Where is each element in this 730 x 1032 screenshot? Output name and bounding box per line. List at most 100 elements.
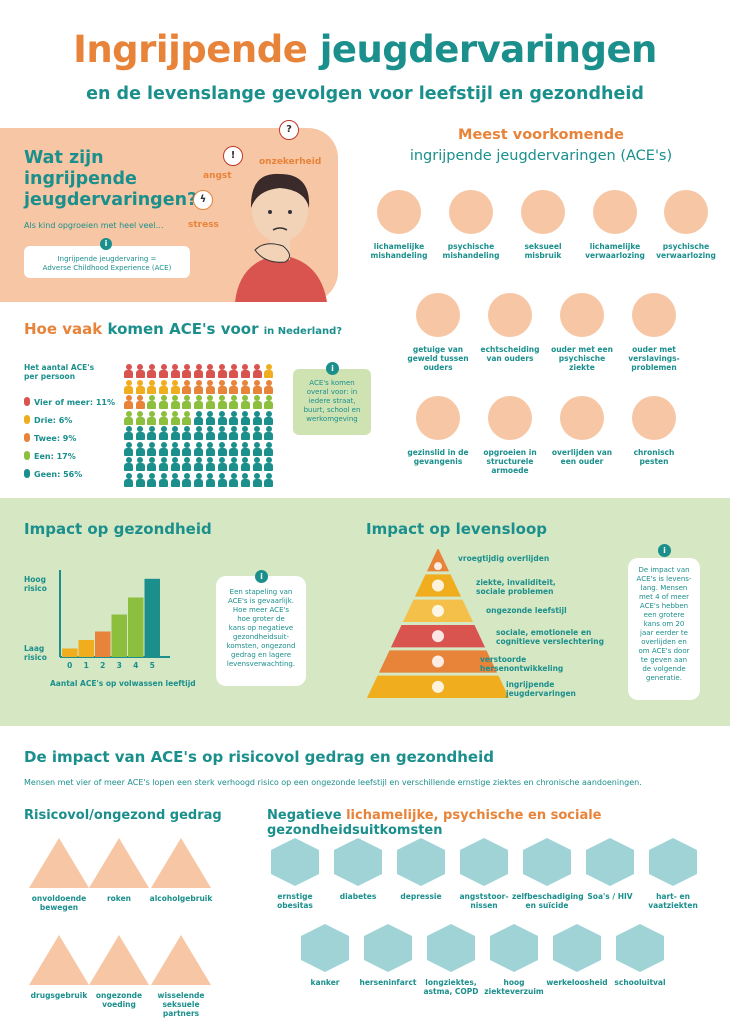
behavior-item: alcoholgebruik: [146, 838, 216, 903]
legend-row: Geen: 56%: [24, 469, 82, 479]
person-icon: [147, 395, 157, 409]
person-icon: [170, 395, 180, 409]
people-grid: [124, 363, 284, 487]
legend-row: Een: 17%: [24, 451, 76, 461]
level-icon: [432, 655, 444, 668]
ace-item: psychische verwaarlozing: [646, 190, 726, 260]
ace-label: lichamelijke mishandeling: [370, 242, 428, 260]
risicovol-title: Risicovol/ongezond gedrag: [24, 808, 222, 823]
info-box-levenslang: De impact van ACE's is levens-lang. Mense…: [628, 558, 700, 700]
ace-icon: [377, 190, 421, 234]
hoe-vaak-title: Hoe vaak komen ACE's voor in Nederland?: [24, 320, 343, 338]
person-icon: [147, 457, 157, 471]
aantal-label: Het aantal ACE's per persoon: [24, 363, 95, 381]
wat-zijn-title: Wat zijn ingrijpende jeugdervaringen?: [24, 148, 198, 210]
laag-risico-label: Laag risico: [24, 644, 47, 662]
person-icon: [124, 379, 133, 394]
outcome-icon: [523, 838, 571, 886]
person-icon: [264, 472, 274, 487]
bar: [144, 578, 160, 657]
bar: [78, 640, 94, 657]
ace-icon: [664, 190, 708, 234]
person-icon: [240, 410, 250, 425]
person-icon: [170, 410, 180, 425]
person-icon: [240, 457, 250, 471]
ace-label: seksueel misbruik: [524, 242, 562, 260]
person-icon: [182, 426, 192, 440]
info-icon: i: [255, 570, 268, 583]
person-icon: [252, 395, 262, 409]
ace-item: lichamelijke verwaarlozing: [575, 190, 655, 260]
person-icon: [182, 395, 192, 409]
outcome-icon: [586, 838, 634, 886]
person-icon: [217, 441, 227, 456]
level-icon: [434, 562, 442, 571]
person-icon: [194, 410, 204, 425]
person-icon: [217, 395, 227, 409]
person-icon: [135, 395, 145, 409]
ace-label: gezinslid in de gevangenis: [407, 448, 469, 466]
behavior-item: ongezonde voeding: [84, 935, 154, 1009]
person-icon: [217, 426, 227, 440]
ace-icon: [416, 396, 460, 440]
person-icon: [217, 379, 227, 394]
person-icon: [205, 426, 215, 440]
person-icon: [264, 410, 274, 425]
ace-label: echtscheiding van ouders: [480, 345, 540, 363]
outcome-item: herseninfarct: [353, 924, 423, 987]
outcome-label: kanker: [310, 978, 340, 987]
outcome-item: schooluitval: [605, 924, 675, 987]
outcome-item: kanker: [290, 924, 360, 987]
person-icon: [205, 410, 215, 425]
tick-label: 4: [133, 661, 138, 670]
outcome-icon: [427, 924, 475, 972]
title-part-2: jeugdervaringen: [319, 28, 658, 71]
legend-row: Twee: 9%: [24, 433, 76, 443]
behavior-icon: [29, 838, 89, 888]
ace-icon: [488, 293, 532, 337]
person-icon: [159, 364, 169, 378]
ace-item: chronisch pesten: [614, 396, 694, 466]
person-icon: [229, 457, 239, 471]
ace-label: lichamelijke verwaarlozing: [585, 242, 645, 260]
person-icon: [264, 364, 274, 378]
ace-item: ouder met een psychische ziekte: [542, 293, 622, 372]
info-box-overal: ACE's komen overal voor: in iedere straa…: [293, 369, 371, 435]
pyramid-level: [426, 549, 450, 572]
ace-item: echtscheiding van ouders: [470, 293, 550, 363]
ace-label: ouder met een psychische ziekte: [551, 345, 613, 372]
behavior-item: wisselende seksuele partners: [146, 935, 216, 1018]
person-icon: [229, 364, 239, 378]
person-icon: [252, 364, 262, 378]
ace-item: gezinslid in de gevangenis: [398, 396, 478, 466]
person-icon: [182, 379, 192, 394]
person-icon: [159, 379, 169, 394]
legend-row: Drie: 6%: [24, 415, 72, 425]
person-icon: [217, 472, 227, 487]
ace-icon: [560, 396, 604, 440]
definition-box: Ingrijpende jeugdervaring = Adverse Chil…: [24, 246, 190, 278]
outcome-label: angststoor-nissen: [459, 892, 509, 910]
negatieve-title: Negatieve lichamelijke, psychische en so…: [267, 808, 602, 838]
person-icon: [240, 379, 250, 394]
person-icon: [24, 415, 30, 424]
behavior-icon: [89, 935, 149, 985]
outcome-item: werkeloosheid: [542, 924, 612, 987]
girl-illustration: [235, 173, 327, 302]
level-icon: [432, 630, 444, 643]
pyramid-label: ongezonde leefstijl: [486, 606, 567, 615]
outcome-item: hart- en vaatziekten: [638, 838, 708, 910]
emotion-label: angst: [203, 171, 232, 181]
legend-row: Vier of meer: 11%: [24, 397, 115, 407]
ace-icon: [416, 293, 460, 337]
behavior-label: drugsgebruik: [30, 991, 88, 1000]
behavior-icon: [29, 935, 89, 985]
ace-icon: [560, 293, 604, 337]
person-icon: [124, 472, 133, 487]
bar: [95, 631, 111, 657]
person-icon: [182, 364, 192, 378]
bar: [62, 648, 78, 657]
ace-icon: [488, 396, 532, 440]
person-icon: [252, 379, 262, 394]
x-axis-label: Aantal ACE's op volwassen leeftijd: [50, 679, 196, 688]
